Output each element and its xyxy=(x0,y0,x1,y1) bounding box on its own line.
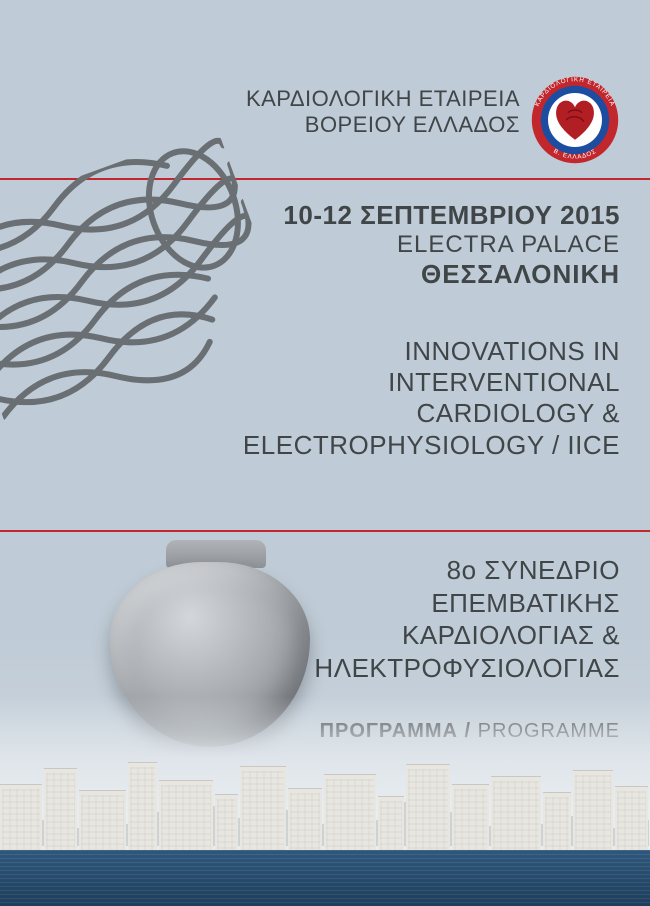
title-gr-l1: 8ο ΣΥΝΕΔΡΙΟ xyxy=(314,554,620,587)
title-en-l4: ELECTROPHYSIOLOGY / IICE xyxy=(243,430,620,461)
event-venue: ELECTRA PALACE xyxy=(283,231,620,259)
fg-building xyxy=(0,784,42,854)
fg-building xyxy=(240,766,286,854)
skyline-front xyxy=(0,759,650,854)
fg-building xyxy=(491,776,541,854)
waterfront xyxy=(0,850,650,906)
divider-2 xyxy=(0,530,650,532)
fg-building xyxy=(452,784,488,854)
fg-building xyxy=(573,770,613,854)
fg-building xyxy=(324,774,376,854)
title-gr-l2: ΕΠΕΜΒΑΤΙΚΗΣ xyxy=(314,587,620,620)
event-city: ΘΕΣΣΑΛΟΝΙΚΗ xyxy=(283,259,620,290)
org-line1: ΚΑΡΔΙΟΛΟΓΙΚΗ ΕΤΑΙΡΕΙΑ xyxy=(246,86,520,112)
fg-building xyxy=(543,792,572,854)
title-en-l3: CARDIOLOGY & xyxy=(243,398,620,429)
fg-building xyxy=(288,788,322,854)
organization-name: ΚΑΡΔΙΟΛΟΓΙΚΗ ΕΤΑΙΡΕΙΑ ΒΟΡΕΙΟΥ ΕΛΛΑΔΟΣ xyxy=(246,86,520,138)
event-info: 10-12 ΣΕΠΤΕΜΒΡΙΟΥ 2015 ELECTRA PALACE ΘΕ… xyxy=(283,200,620,290)
title-greek: 8ο ΣΥΝΕΔΡΙΟ ΕΠΕΜΒΑΤΙΚΗΣ ΚΑΡΔΙΟΛΟΓΙΑΣ & Η… xyxy=(314,554,620,684)
title-gr-l4: ΗΛΕΚΤΡΟΦΥΣΙΟΛΟΓΙΑΣ xyxy=(314,652,620,685)
fg-building xyxy=(128,762,157,854)
title-gr-l3: ΚΑΡΔΙΟΛΟΓΙΑΣ & xyxy=(314,619,620,652)
fg-building xyxy=(44,768,77,854)
fg-building xyxy=(79,790,127,854)
fg-building xyxy=(406,764,450,854)
fg-building xyxy=(159,780,213,854)
society-logo: ΚΑΡΔΙΟΛΟΓΙΚΗ ΕΤΑΙΡΕΙΑ Β. ΕΛΛΑΔΟΣ xyxy=(530,75,620,170)
fg-building xyxy=(215,794,238,854)
cityscape xyxy=(0,696,650,906)
org-line2: ΒΟΡΕΙΟΥ ΕΛΛΑΔΟΣ xyxy=(246,112,520,138)
fg-building xyxy=(378,796,405,854)
event-dates: 10-12 ΣΕΠΤΕΜΒΡΙΟΥ 2015 xyxy=(283,200,620,231)
fg-building xyxy=(615,786,648,854)
